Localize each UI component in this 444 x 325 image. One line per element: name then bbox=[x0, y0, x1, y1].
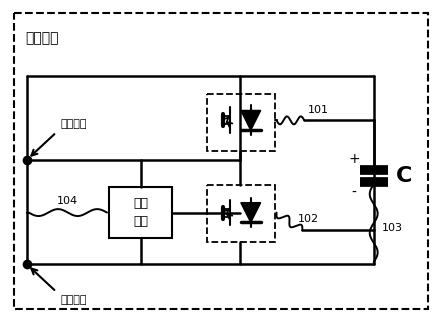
Bar bbox=[109, 187, 172, 238]
Text: 104: 104 bbox=[57, 196, 79, 206]
Text: C: C bbox=[396, 166, 412, 186]
Text: 模块: 模块 bbox=[133, 215, 148, 228]
Polygon shape bbox=[241, 111, 261, 130]
Text: -: - bbox=[351, 186, 356, 200]
Text: 高电位端: 高电位端 bbox=[60, 119, 87, 129]
Text: +: + bbox=[348, 152, 360, 166]
Text: 103: 103 bbox=[382, 223, 403, 233]
Bar bbox=[207, 185, 274, 242]
Text: 开关模块: 开关模块 bbox=[26, 31, 59, 45]
Text: 101: 101 bbox=[308, 105, 329, 115]
Polygon shape bbox=[241, 203, 261, 223]
Text: 102: 102 bbox=[297, 214, 318, 224]
Bar bbox=[207, 94, 274, 151]
Text: 低电位端: 低电位端 bbox=[60, 295, 87, 305]
Text: 旁开: 旁开 bbox=[133, 197, 148, 210]
